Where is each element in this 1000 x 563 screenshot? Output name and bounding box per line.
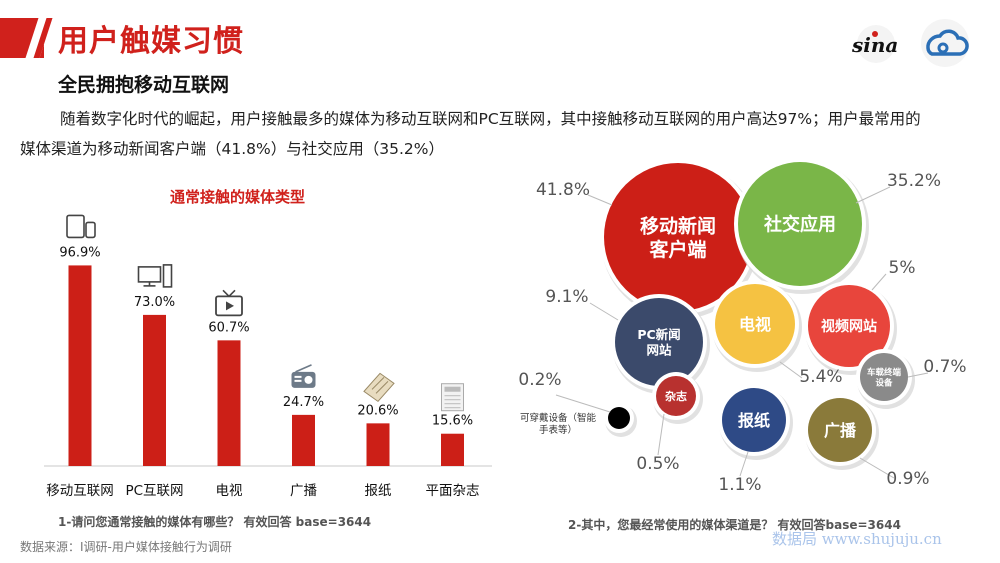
bubble-leader-line <box>855 186 891 204</box>
bubble-value-label: 35.2% <box>887 171 941 191</box>
bubble-leader-line <box>657 413 665 456</box>
bar-value-label: 15.6% <box>432 414 473 429</box>
bubble-leader-line <box>739 451 749 477</box>
bubble-5 <box>715 284 795 364</box>
bubble-1 <box>604 163 752 311</box>
bar-category-label: 平面杂志 <box>426 483 480 499</box>
bar-value-label: 73.0% <box>134 295 175 310</box>
bubble-name-label: 报纸 <box>738 411 770 430</box>
bubble-value-label: 0.5% <box>636 454 679 474</box>
bubble-7 <box>656 376 696 416</box>
bar-category-label: 电视 <box>216 483 243 499</box>
mobile-devices-icon <box>66 214 96 239</box>
bubble-2 <box>738 162 862 286</box>
bar-2 <box>143 314 166 466</box>
bar-category-label: PC互联网 <box>125 483 183 499</box>
bubble-9 <box>722 388 786 452</box>
bubble-leader-line <box>589 302 619 321</box>
sina-logo-icon: sina <box>851 25 898 63</box>
bubble-value-label: 1.1% <box>718 475 761 495</box>
bubble-value-label: 5% <box>889 258 916 278</box>
bar-category-label: 报纸 <box>365 483 392 499</box>
bubble-leader-line <box>555 394 611 413</box>
watermark: 数据局 www.shujuju.cn <box>772 530 942 548</box>
bubble-name-label: 杂志 <box>665 389 687 403</box>
weibo-logo-icon <box>921 19 969 67</box>
bubble-value-label: 9.1% <box>545 287 588 307</box>
bar-4 <box>292 414 315 466</box>
bubble-value-label: 0.9% <box>886 469 929 489</box>
wearable-device-label: 可穿戴设备（智能手表等） <box>520 412 597 436</box>
bar-chart-title: 通常接触的媒体类型 <box>170 188 306 206</box>
radio-icon <box>291 364 316 388</box>
bubble-name-label: 电视 <box>739 315 771 334</box>
newspaper-icon <box>363 372 395 403</box>
bar-1 <box>68 265 92 466</box>
bubble-value-label: 0.7% <box>923 357 966 377</box>
desktop-computer-icon <box>137 264 173 288</box>
bar-value-label: 96.9% <box>59 245 100 260</box>
bubble-8 <box>608 407 630 429</box>
bubble-name-label: 社交应用 <box>764 213 836 235</box>
bubble-name-label: 车载终端设备 <box>867 367 902 389</box>
page-subtitle: 全民拥抱移动互联网 <box>58 74 230 96</box>
television-icon <box>215 289 243 317</box>
summary-paragraph: 随着数字化时代的崛起，用户接触最多的媒体为移动互联网和PC互联网，其中接触移动互… <box>20 110 921 158</box>
bubble-name-label: 移动新闻客户端 <box>640 214 716 261</box>
bar-value-label: 24.7% <box>283 395 324 410</box>
svg-text:sina: sina <box>851 33 898 57</box>
bubble-name-label: 广播 <box>824 421 857 440</box>
bubble-4 <box>808 285 890 367</box>
bubble-leader-line <box>907 372 929 378</box>
page-title: 用户触媒习惯 <box>58 24 244 59</box>
bar-chart-caption: 1-请问您通常接触的媒体有哪些？ 有效回答 base=3644 <box>58 515 372 529</box>
bubble-6 <box>860 353 908 401</box>
bubble-chart-caption: 2-其中，您最经常使用的媒体渠道是？ 有效回答base=3644 <box>568 518 901 532</box>
bubble-name-label: PC新闻网站 <box>637 327 680 358</box>
bar-5 <box>366 423 390 466</box>
bar-value-label: 60.7% <box>208 320 249 335</box>
magazine-icon <box>441 383 464 412</box>
bar-category-label: 广播 <box>290 483 317 499</box>
bubble-leader-line <box>779 361 803 379</box>
bar-category-label: 移动互联网 <box>46 483 114 499</box>
bubble-leader-line <box>587 194 613 206</box>
data-source: 数据来源：I调研-用户媒体接触行为调研 <box>20 540 232 554</box>
bubble-value-label: 0.2% <box>518 370 561 390</box>
bar-value-label: 20.6% <box>357 403 398 418</box>
bubble-value-label: 5.4% <box>799 367 842 387</box>
bubble-value-label: 41.8% <box>536 180 590 200</box>
bubble-3 <box>615 298 703 386</box>
bar-3 <box>217 340 241 466</box>
bar-6 <box>441 433 464 466</box>
bubble-10 <box>808 398 872 462</box>
bubble-leader-line <box>859 457 895 479</box>
bubble-name-label: 视频网站 <box>821 318 877 335</box>
bubble-leader-line <box>871 273 887 291</box>
